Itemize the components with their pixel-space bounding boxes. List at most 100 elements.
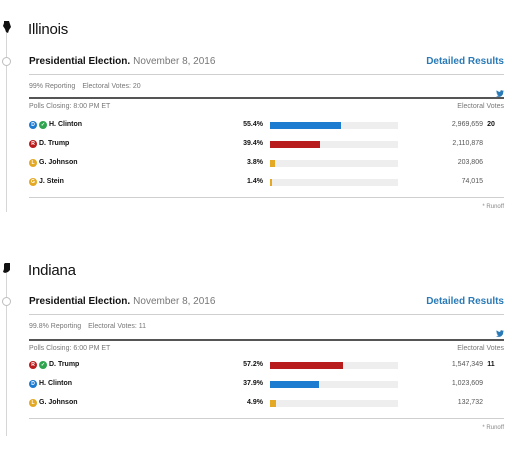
race-header: Presidential Election. November 8, 2016 D… <box>29 296 504 312</box>
vote-count: 2,969,659 <box>451 121 483 128</box>
vote-count: 1,023,609 <box>451 380 483 387</box>
candidate-badges: D <box>29 380 39 389</box>
timeline-line <box>6 22 7 212</box>
vote-count: 132,732 <box>457 399 483 406</box>
reporting-percent: 99% Reporting <box>29 83 76 90</box>
timeline-dot <box>2 57 11 66</box>
candidate-name: D. Trump <box>39 140 70 147</box>
party-badge: G <box>29 178 37 186</box>
vote-percent: 55.4% <box>243 121 263 128</box>
race-date: November 8, 2016 <box>133 296 216 307</box>
twitter-icon[interactable] <box>496 324 504 337</box>
runoff-note: * Runoff <box>482 425 504 431</box>
state-block-illinois: Illinois Presidential Election. November … <box>0 0 512 225</box>
candidate-row: D H. Clinton 37.9% 1,023,609 <box>29 379 504 391</box>
vote-percent: 1.4% <box>247 178 263 185</box>
candidate-row: R D. Trump 39.4% 2,110,878 <box>29 139 504 151</box>
candidate-row: R ✓ D. Trump 57.2% 1,547,349 11 <box>29 360 504 372</box>
timeline-line <box>6 268 7 436</box>
race-title: Presidential Election. November 8, 2016 <box>29 296 215 307</box>
vote-bar-fill <box>270 122 341 129</box>
vote-bar <box>270 141 398 148</box>
electoral-votes-header: Electoral Votes <box>457 345 504 352</box>
divider-strong <box>29 339 504 341</box>
candidate-name: G. Johnson <box>39 399 78 406</box>
state-name: Indiana <box>28 262 76 279</box>
party-badge: L <box>29 159 37 167</box>
party-badge: L <box>29 399 37 407</box>
vote-bar <box>270 362 398 369</box>
reporting-percent: 99.8% Reporting <box>29 323 82 330</box>
race-header: Presidential Election. November 8, 2016 D… <box>29 56 504 72</box>
electoral-votes-won: 20 <box>487 121 495 128</box>
candidate-badges: R ✓ <box>29 361 49 370</box>
electoral-votes-header: Electoral Votes <box>457 103 504 110</box>
vote-bar-fill <box>270 400 277 407</box>
vote-bar-fill <box>270 141 321 148</box>
race-title: Presidential Election. November 8, 2016 <box>29 56 215 67</box>
illinois-state-outline-icon <box>3 21 11 33</box>
check-icon: ✓ <box>39 361 47 369</box>
candidate-name: G. Johnson <box>39 159 78 166</box>
polls-closing: Polls Closing: 8:00 PM ET <box>29 103 111 110</box>
vote-bar-fill <box>270 160 275 167</box>
candidate-name: J. Stein <box>39 178 64 185</box>
vote-bar <box>270 160 398 167</box>
vote-count: 74,015 <box>461 178 483 185</box>
race-title-text: Presidential Election. <box>29 56 131 67</box>
twitter-icon[interactable] <box>496 84 504 97</box>
state-name: Illinois <box>28 21 69 38</box>
party-badge: R <box>29 140 37 148</box>
divider <box>29 74 504 75</box>
race-title-text: Presidential Election. <box>29 296 131 307</box>
vote-count: 2,110,878 <box>452 140 483 147</box>
reporting-meta: 99.8% Reporting Electoral Votes: 11 <box>29 323 146 330</box>
vote-percent: 4.9% <box>247 399 263 406</box>
candidate-badges: L <box>29 159 39 168</box>
divider <box>29 197 504 198</box>
race-date: November 8, 2016 <box>133 56 216 67</box>
candidate-name: H. Clinton <box>39 380 73 387</box>
candidate-row: L G. Johnson 4.9% 132,732 <box>29 398 504 410</box>
reporting-meta: 99% Reporting Electoral Votes: 20 <box>29 83 141 90</box>
vote-bar-fill <box>270 381 319 388</box>
vote-bar <box>270 122 398 129</box>
vote-percent: 3.8% <box>247 159 263 166</box>
timeline-dot <box>2 297 11 306</box>
candidate-row: G J. Stein 1.4% 74,015 <box>29 177 504 189</box>
vote-percent: 57.2% <box>243 361 263 368</box>
candidate-badges: R <box>29 140 39 149</box>
divider-strong <box>29 97 504 99</box>
electoral-votes-total: Electoral Votes: 11 <box>88 323 147 330</box>
divider <box>29 418 504 419</box>
party-badge: R <box>29 361 37 369</box>
candidate-badges: L <box>29 399 39 408</box>
polls-closing: Polls Closing: 6:00 PM ET <box>29 345 111 352</box>
candidate-badges: G <box>29 178 39 187</box>
divider <box>29 314 504 315</box>
vote-bar <box>270 179 398 186</box>
indiana-state-outline-icon <box>3 263 11 273</box>
electoral-votes-total: Electoral Votes: 20 <box>82 83 141 90</box>
detailed-results-link[interactable]: Detailed Results <box>426 56 504 67</box>
party-badge: D <box>29 121 37 129</box>
vote-bar <box>270 400 398 407</box>
vote-count: 1,547,349 <box>451 361 483 368</box>
candidate-name: D. Trump <box>49 361 80 368</box>
electoral-votes-won: 11 <box>487 361 495 368</box>
candidate-badges: D ✓ <box>29 121 49 130</box>
vote-percent: 37.9% <box>243 380 263 387</box>
candidate-name: H. Clinton <box>49 121 83 128</box>
vote-bar-fill <box>270 362 344 369</box>
vote-percent: 39.4% <box>243 140 263 147</box>
candidate-row: D ✓ H. Clinton 55.4% 2,969,659 20 <box>29 120 504 132</box>
vote-bar <box>270 381 398 388</box>
candidate-row: L G. Johnson 3.8% 203,806 <box>29 158 504 170</box>
vote-bar-fill <box>270 179 272 186</box>
runoff-note: * Runoff <box>482 204 504 210</box>
party-badge: D <box>29 380 37 388</box>
check-icon: ✓ <box>39 121 47 129</box>
detailed-results-link[interactable]: Detailed Results <box>426 296 504 307</box>
vote-count: 203,806 <box>457 159 483 166</box>
